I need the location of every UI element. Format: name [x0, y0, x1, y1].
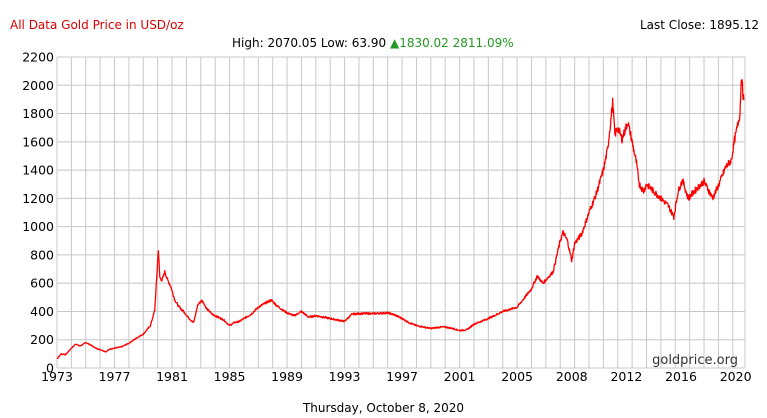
x-tick-label: 1993: [329, 369, 361, 384]
x-tick-label: 1973: [41, 369, 73, 384]
last-close-label: Last Close:: [640, 18, 706, 32]
y-tick-label: 1200: [22, 191, 54, 206]
y-tick-label: 2000: [22, 78, 54, 93]
y-tick-label: 800: [30, 247, 54, 262]
x-tick-label: 2020: [720, 369, 752, 384]
x-tick-label: 2005: [501, 369, 533, 384]
x-tick-label: 2008: [556, 369, 588, 384]
change-value: 1830.02: [399, 36, 449, 50]
x-tick-label: 1989: [271, 369, 303, 384]
high-label: High:: [232, 36, 264, 50]
x-tick-label: 1981: [156, 369, 188, 384]
watermark-text: goldprice.org: [652, 353, 738, 368]
y-tick-label: 1600: [22, 134, 54, 149]
low-label: Low:: [320, 36, 348, 50]
x-tick-label: 2012: [610, 369, 642, 384]
y-tick-label: 400: [30, 304, 54, 319]
change-percent: 2811.09%: [452, 36, 514, 50]
y-tick-label: 1800: [22, 106, 54, 121]
last-close: Last Close: 1895.12: [640, 18, 759, 32]
low-value: 63.90: [351, 36, 387, 50]
x-tick-label: 1985: [214, 369, 246, 384]
x-tick-label: 1997: [386, 369, 418, 384]
last-close-value: 1895.12: [709, 18, 759, 32]
x-tick-label: 2001: [444, 369, 476, 384]
y-tick-label: 200: [30, 332, 54, 347]
y-axis-ticks: 0 200 400 600 800 1000 1200 1400 1600 1800 2000 220…: [22, 50, 54, 376]
chart-title: All Data Gold Price in USD/oz: [10, 18, 184, 32]
chart-grid: [56, 56, 746, 369]
y-tick-label: 0: [46, 361, 54, 376]
series-line-gold-price: [56, 79, 745, 360]
x-axis-ticks: 1973 1977 1981 1985 1989 1993 1997 2001 2005 2008…: [41, 369, 752, 384]
y-tick-label: 2200: [22, 50, 54, 65]
x-tick-label: 1977: [99, 369, 131, 384]
y-tick-label: 1000: [22, 219, 54, 234]
high-value: 2070.05: [267, 36, 318, 50]
x-tick-label: 2016: [665, 369, 697, 384]
chart-date: Thursday, October 8, 2020: [302, 401, 465, 415]
price-stats: High: 2070.05 Low: 63.90 ▲1830.02 2811.0…: [232, 36, 514, 50]
y-tick-label: 1400: [22, 163, 54, 178]
change-up-icon: ▲: [389, 36, 400, 50]
y-tick-label: 600: [30, 276, 54, 291]
